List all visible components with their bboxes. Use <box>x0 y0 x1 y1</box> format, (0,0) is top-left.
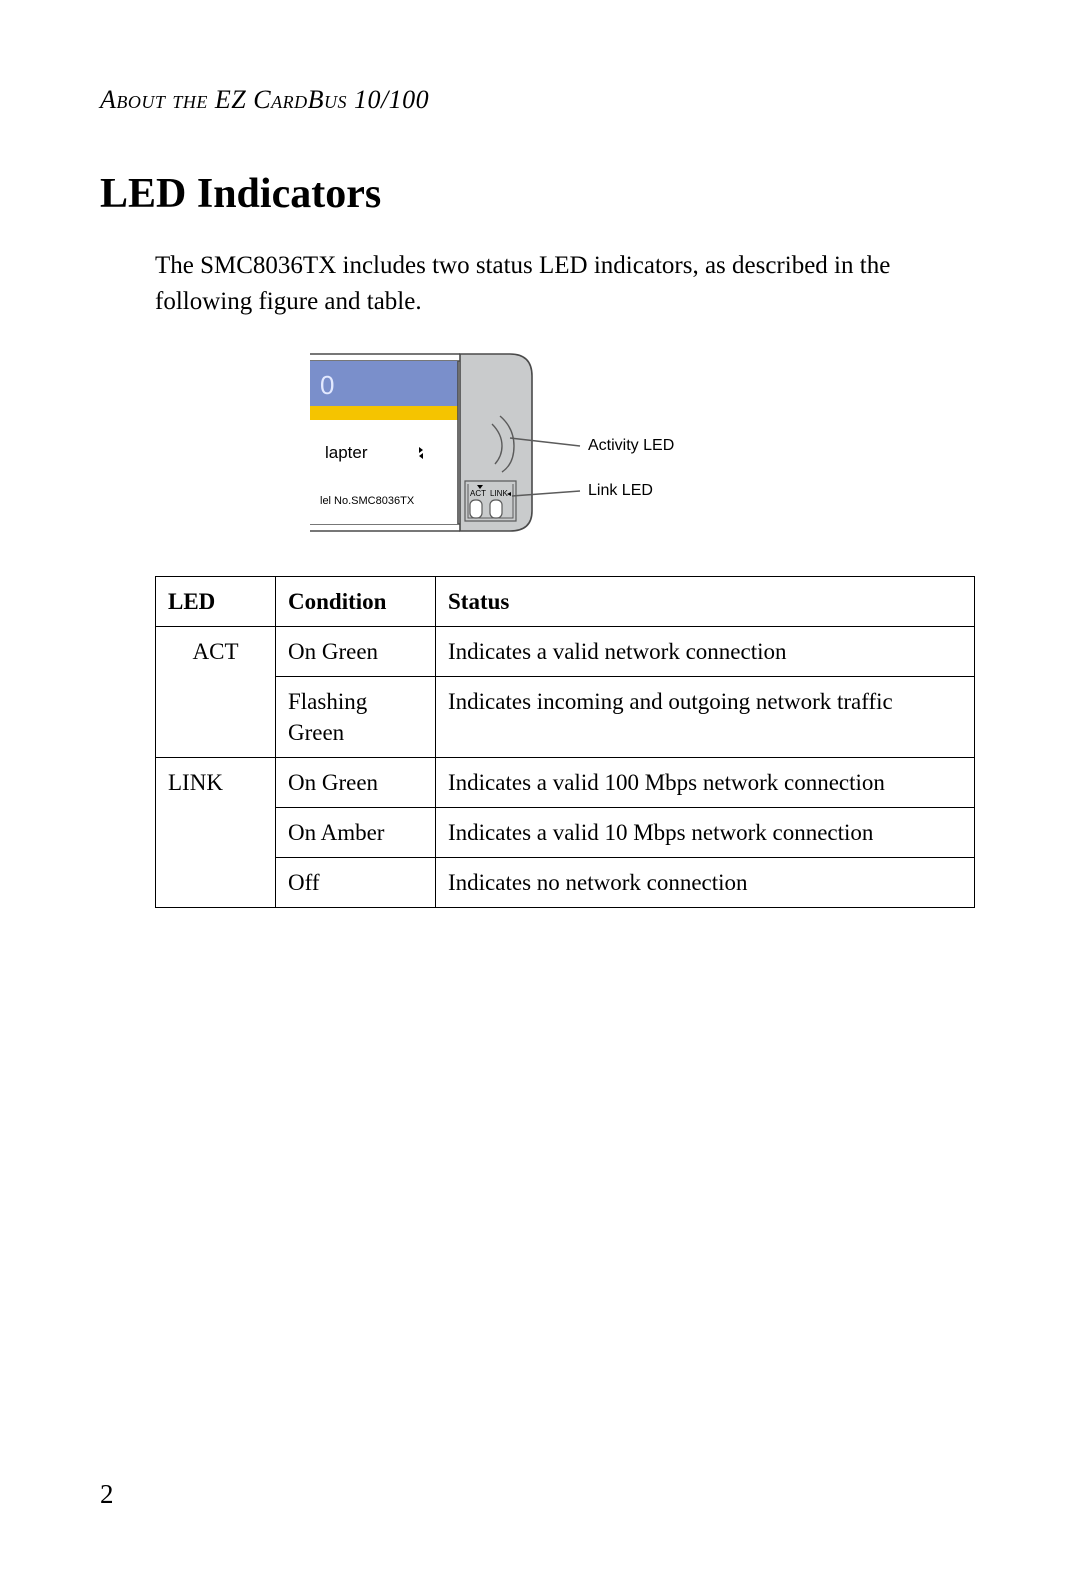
table-row: Off Indicates no network connection <box>156 857 975 907</box>
card-text-yellow: ur connections <box>320 408 385 419</box>
cell-condition: On Amber <box>276 807 436 857</box>
cell-status: Indicates no network connection <box>436 857 975 907</box>
cell-condition: Flashing Green <box>276 676 436 757</box>
table-header-row: LED Condition Status <box>156 576 975 626</box>
link-label: LINK <box>490 489 508 498</box>
callout-activity: Activity LED <box>588 437 674 454</box>
th-led: LED <box>156 576 276 626</box>
led-figure: 0 ur connections lapter lel No.SMC8036TX… <box>270 346 810 546</box>
cell-status: Indicates a valid 10 Mbps network connec… <box>436 807 975 857</box>
callout-link: Link LED <box>588 482 653 499</box>
page-number: 2 <box>100 1479 114 1510</box>
act-label: ACT <box>470 489 486 498</box>
table-row: ACT On Green Indicates a valid network c… <box>156 626 975 676</box>
table-row: On Amber Indicates a valid 10 Mbps netwo… <box>156 807 975 857</box>
table-row: LINK On Green Indicates a valid 100 Mbps… <box>156 757 975 807</box>
th-condition: Condition <box>276 576 436 626</box>
cell-condition: On Green <box>276 626 436 676</box>
card-text-mid: lapter <box>325 443 368 462</box>
card-text-top: 0 <box>320 370 334 400</box>
cell-condition: Off <box>276 857 436 907</box>
cell-status: Indicates a valid network connection <box>436 626 975 676</box>
page-title: LED Indicators <box>100 170 980 218</box>
table-row: Flashing Green Indicates incoming and ou… <box>156 676 975 757</box>
intro-paragraph: The SMC8036TX includes two status LED in… <box>155 248 895 321</box>
th-status: Status <box>436 576 975 626</box>
cell-led: ACT <box>156 626 276 757</box>
led-table: LED Condition Status ACT On Green Indica… <box>155 576 980 908</box>
cell-led: LINK <box>156 757 276 907</box>
cell-status: Indicates incoming and outgoing network … <box>436 676 975 757</box>
card-text-model: lel No.SMC8036TX <box>320 495 415 507</box>
cell-status: Indicates a valid 100 Mbps network conne… <box>436 757 975 807</box>
running-head: About the EZ CardBus 10/100 <box>100 85 980 115</box>
cell-condition: On Green <box>276 757 436 807</box>
